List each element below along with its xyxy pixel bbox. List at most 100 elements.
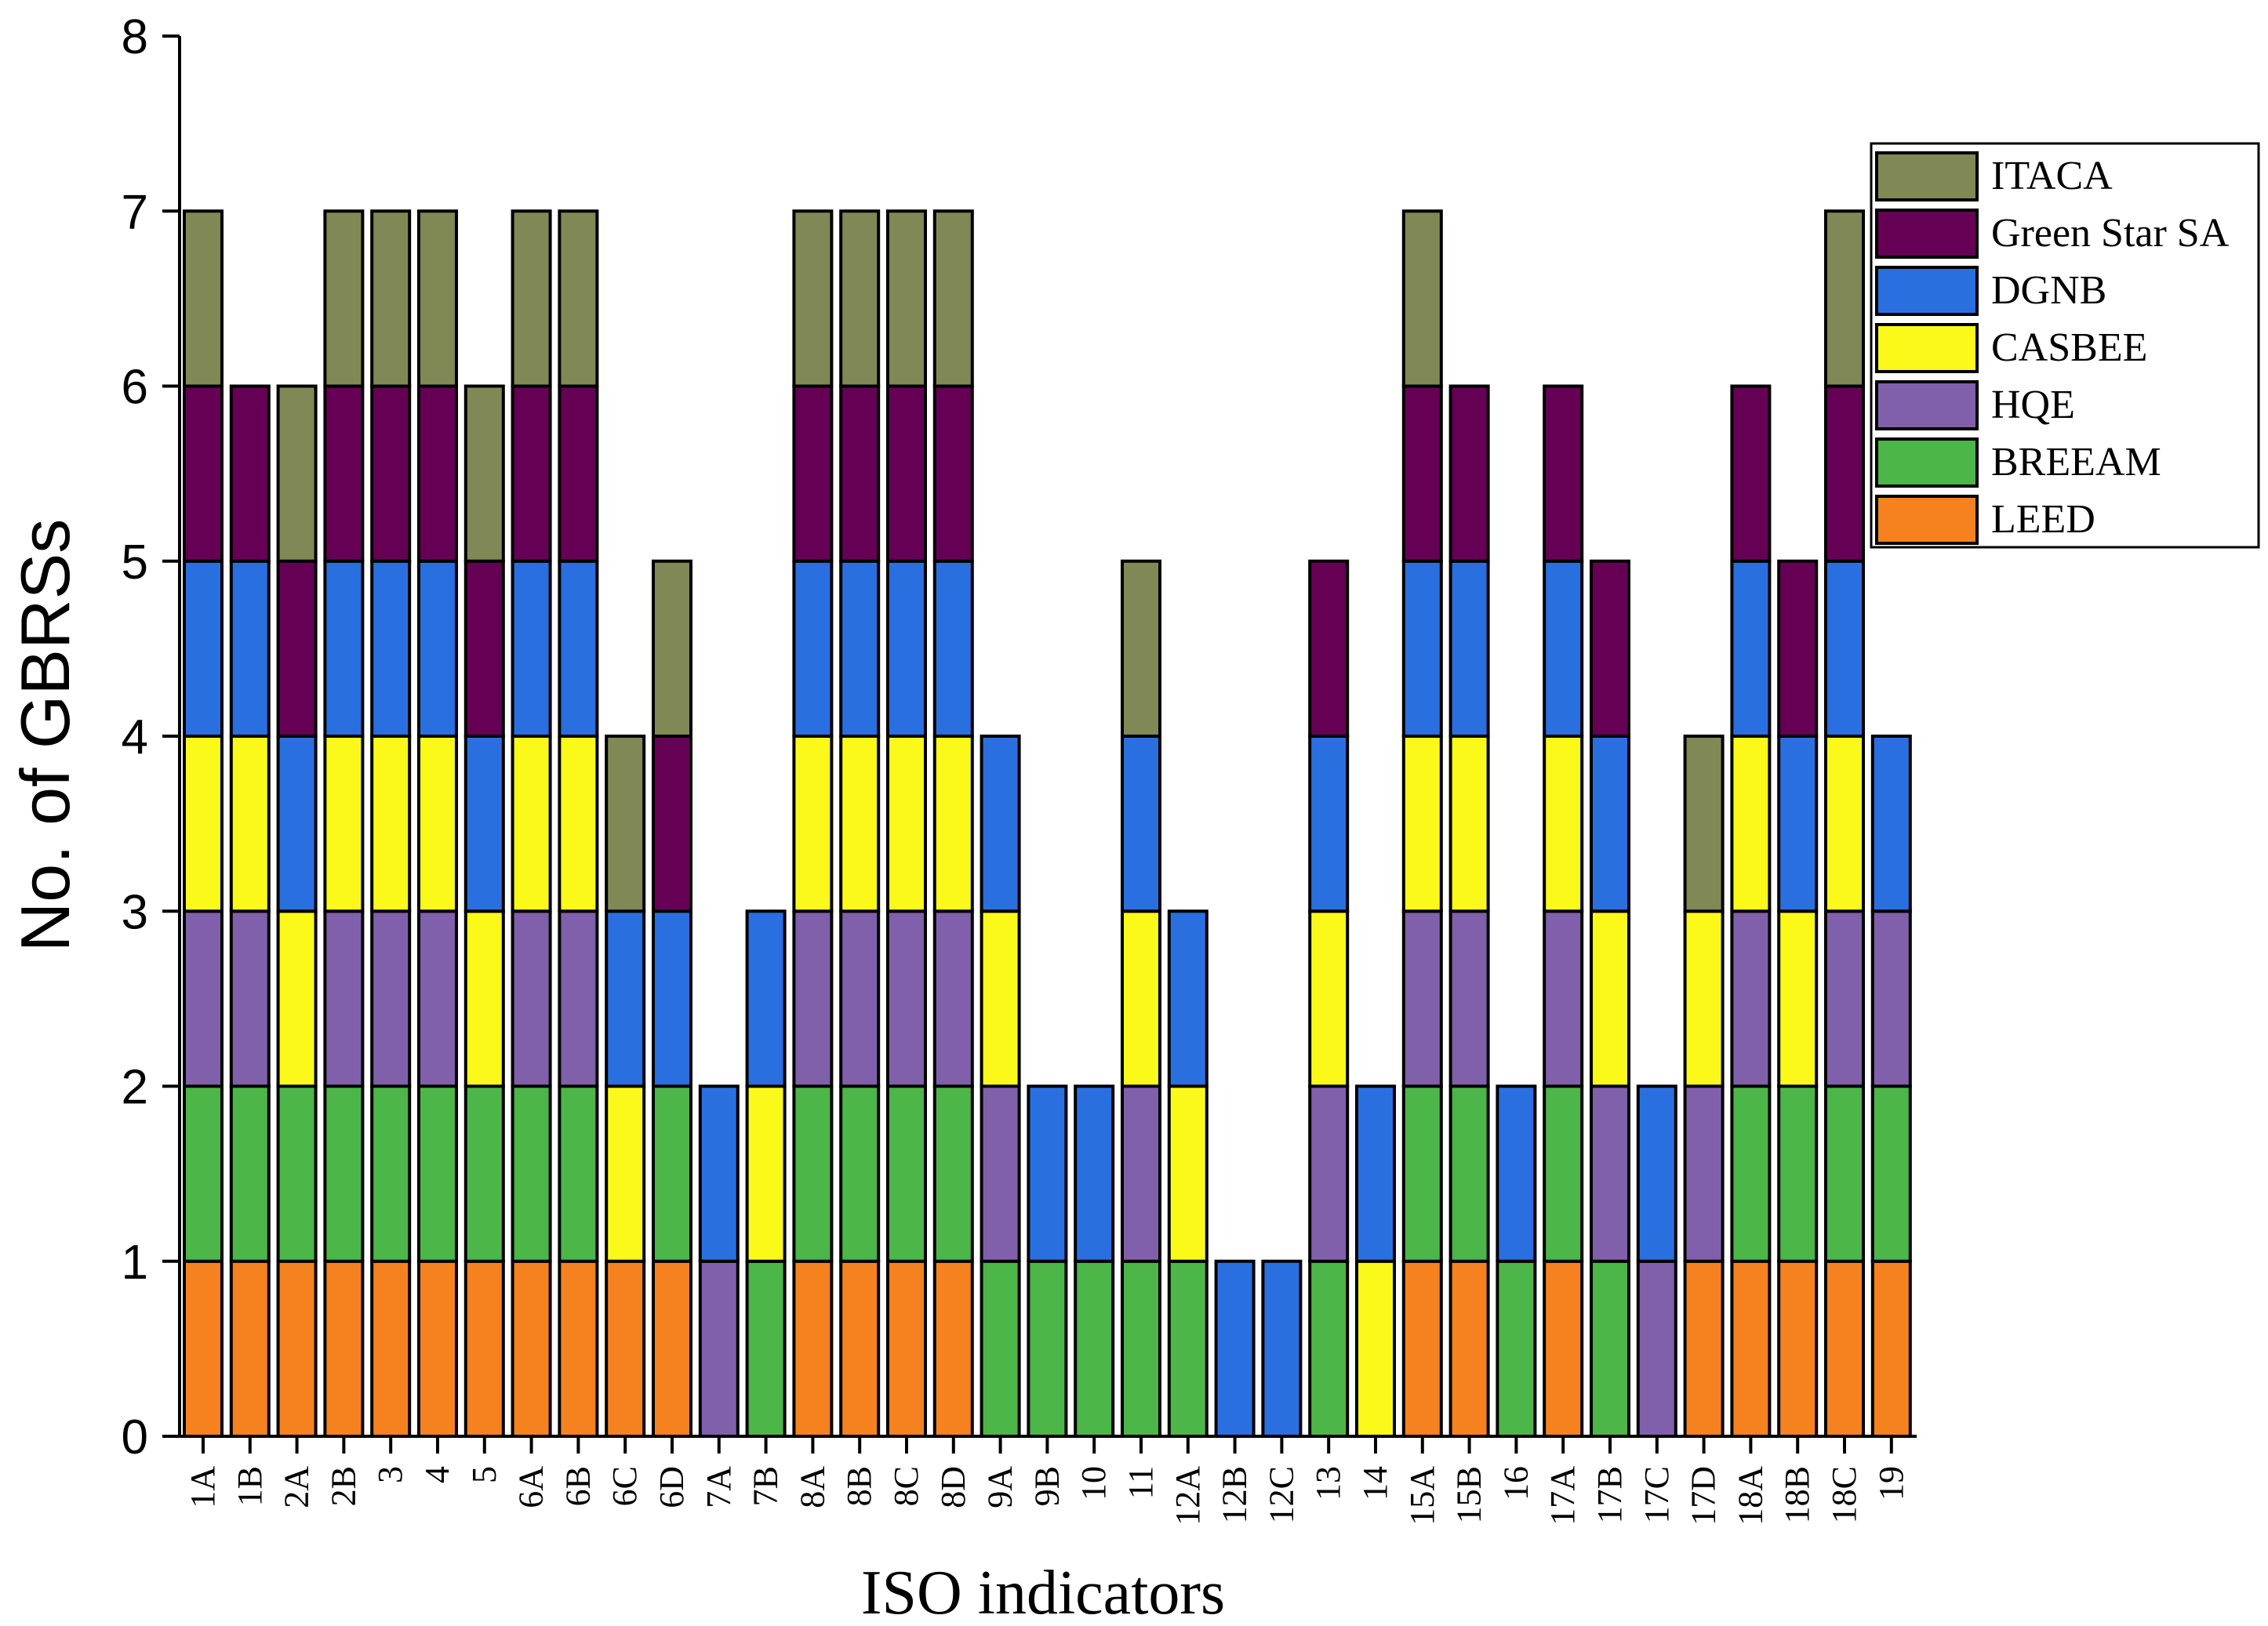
bar-15a-leed [1401, 1259, 1443, 1438]
legend-swatch-casbee [1875, 323, 1979, 373]
bar-15a-green-star-sa [1401, 384, 1443, 563]
x-tick-label: 13 [1309, 1466, 1347, 1501]
bar-18b-casbee [1777, 909, 1819, 1088]
legend-swatch-leed [1875, 495, 1979, 545]
legend-label-hqe: HQE [1991, 383, 2075, 427]
bar-9a-dgnb [980, 735, 1021, 913]
bar-6b-dgnb [558, 559, 599, 738]
bar-15b-hqe [1448, 909, 1490, 1088]
bar-8c-hqe [886, 909, 927, 1088]
bar-3-hqe [370, 909, 412, 1088]
bar-6d-breeam [652, 1084, 692, 1263]
bar-8a-green-star-sa [792, 384, 834, 563]
x-tick-label: 11 [1121, 1466, 1160, 1499]
bar-6a-hqe [511, 909, 552, 1088]
bar-15b-leed [1448, 1259, 1490, 1438]
bar-6d-green-star-sa [652, 735, 692, 913]
bar-11-casbee [1121, 909, 1161, 1088]
bar-18a-leed [1730, 1259, 1772, 1438]
legend-swatch-dgnb [1875, 266, 1979, 316]
bar-16-breeam [1496, 1259, 1537, 1438]
bar-15b-casbee [1448, 735, 1490, 913]
x-tick-label: 8B [840, 1466, 878, 1506]
bar-5-itaca [463, 384, 505, 563]
legend: ITACA Green Star SA DGNB CASBEE HQE BREEAM LEE… [1870, 142, 2260, 549]
bar-6a-breeam [511, 1084, 552, 1263]
bar-17a-dgnb [1543, 559, 1584, 738]
bar-1a-leed [183, 1259, 224, 1438]
bar-16-dgnb [1496, 1084, 1537, 1263]
bar-2a-breeam [276, 1084, 318, 1263]
bar-18c-hqe [1824, 909, 1865, 1088]
bar-18a-casbee [1730, 735, 1772, 913]
bar-15b-breeam [1448, 1084, 1490, 1263]
bar-2b-casbee [323, 735, 365, 913]
bar-5-leed [463, 1259, 505, 1438]
bar-1b-green-star-sa [229, 384, 271, 563]
bar-2a-itaca [276, 384, 318, 563]
bar-15a-casbee [1401, 735, 1443, 913]
bar-17d-leed [1683, 1259, 1725, 1438]
x-tick-label: 17C [1637, 1466, 1676, 1523]
bar-13-green-star-sa [1308, 559, 1350, 738]
bar-9b-breeam [1027, 1259, 1068, 1438]
bar-15a-breeam [1401, 1084, 1443, 1263]
bar-9a-casbee [980, 909, 1021, 1088]
legend-swatch-itaca [1875, 151, 1979, 201]
x-tick-label: 18A [1731, 1466, 1769, 1526]
bars-group [183, 209, 1912, 1438]
y-tick-label: 1 [122, 1236, 148, 1290]
bar-3-casbee [370, 735, 412, 913]
bar-11-dgnb [1121, 735, 1161, 913]
bar-15a-hqe [1401, 909, 1443, 1088]
bar-5-casbee [463, 909, 505, 1088]
bar-8d-leed [932, 1259, 974, 1438]
bar-10-dgnb [1074, 1084, 1115, 1263]
x-tick-label: 8A [793, 1466, 831, 1508]
bar-4-casbee [417, 735, 458, 913]
bar-6d-leed [652, 1259, 692, 1438]
bar-10-breeam [1074, 1259, 1115, 1438]
bar-1a-green-star-sa [183, 384, 224, 563]
bar-8b-casbee [839, 735, 881, 913]
bar-2b-hqe [323, 909, 365, 1088]
bar-6b-itaca [558, 209, 599, 388]
bar-9a-breeam [980, 1259, 1021, 1438]
bar-15b-green-star-sa [1448, 384, 1490, 563]
bar-6c-dgnb [605, 909, 646, 1088]
x-tick-label: 18B [1778, 1466, 1816, 1523]
bar-11-breeam [1121, 1259, 1161, 1438]
bar-8a-hqe [792, 909, 834, 1088]
bar-1b-casbee [229, 735, 271, 913]
bar-17c-hqe [1636, 1259, 1677, 1438]
bar-2b-breeam [323, 1084, 365, 1263]
bar-15a-dgnb [1401, 559, 1443, 738]
legend-label-breeam: BREEAM [1991, 440, 2161, 485]
legend-label-casbee: CASBEE [1991, 325, 2147, 370]
x-tick-label: 12B [1216, 1466, 1254, 1523]
bar-4-itaca [417, 209, 458, 388]
bar-8a-breeam [792, 1084, 834, 1263]
x-tick-label: 6B [558, 1466, 597, 1506]
bar-3-green-star-sa [370, 384, 412, 563]
bar-13-hqe [1308, 1084, 1350, 1263]
x-tick-label: 7A [700, 1466, 738, 1508]
bar-2b-green-star-sa [323, 384, 365, 563]
bar-14-casbee [1355, 1259, 1396, 1438]
bar-3-breeam [370, 1084, 412, 1263]
x-tick-label: 6D [652, 1466, 691, 1508]
bar-1a-casbee [183, 735, 224, 913]
bar-17a-green-star-sa [1543, 384, 1584, 563]
bar-6b-breeam [558, 1084, 599, 1263]
x-tick-label: 17B [1590, 1466, 1629, 1523]
bar-17d-itaca [1683, 735, 1725, 913]
x-tick-label: 15B [1450, 1466, 1488, 1523]
bar-8a-dgnb [792, 559, 834, 738]
x-tick-label: 17A [1543, 1466, 1582, 1526]
bar-4-green-star-sa [417, 384, 458, 563]
bar-4-hqe [417, 909, 458, 1088]
bar-3-itaca [370, 209, 412, 388]
bar-6a-dgnb [511, 559, 552, 738]
bar-1b-leed [229, 1259, 271, 1438]
x-tick-label: 14 [1356, 1466, 1394, 1501]
